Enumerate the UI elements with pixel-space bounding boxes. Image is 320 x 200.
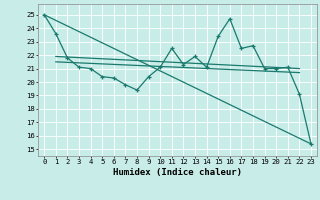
X-axis label: Humidex (Indice chaleur): Humidex (Indice chaleur): [113, 168, 242, 177]
